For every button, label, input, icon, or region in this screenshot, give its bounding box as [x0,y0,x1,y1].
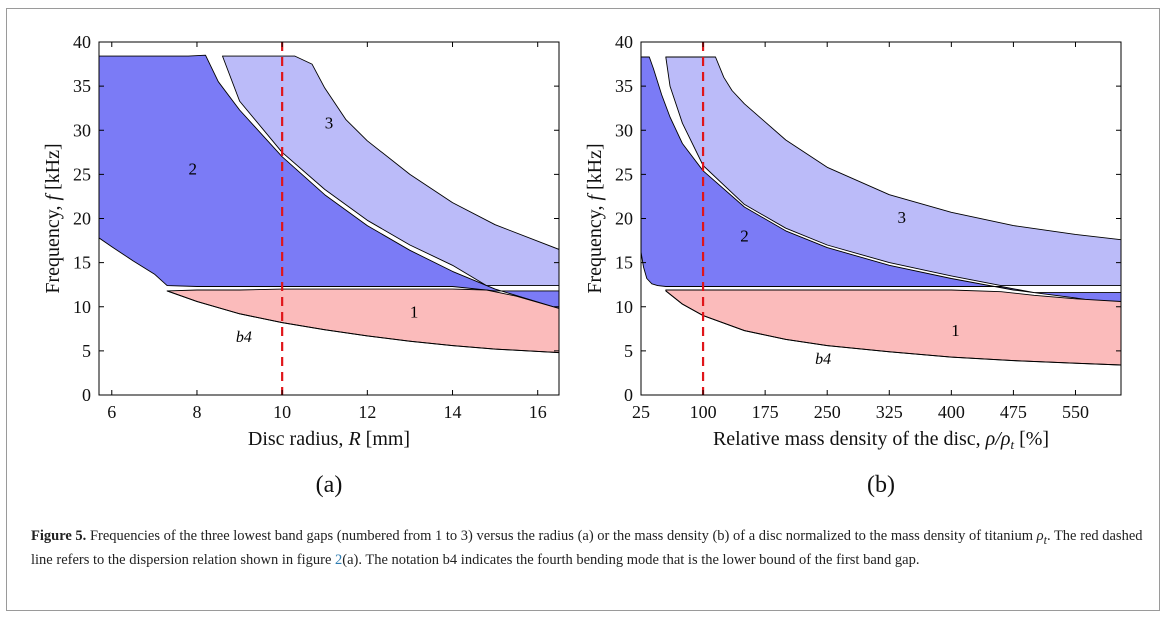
y-tick-label: 15 [73,253,91,273]
x-tick-label: 16 [529,402,547,422]
band-gap-1-label: 1 [410,302,419,321]
y-axis-label-variable: f [584,193,606,201]
caption-rho: ρ [1036,528,1044,544]
b4-curve [665,290,1121,366]
figure-frame: 2 3 1 b4 6 8 10 12 14 16 0 5 10 15 20 25 30 35 40 Disc radi… [6,8,1160,611]
y-tick-label: 10 [73,297,91,317]
x-tick-label: 475 [1000,402,1027,422]
y-tick-label: 35 [73,76,91,96]
x-axis-label-text: Relative mass density of the disc, [713,428,986,450]
y-axis-label: Frequency, f [kHz] [42,143,64,293]
y-tick-label: 35 [615,76,633,96]
y-axis-label-text: Frequency, [42,201,64,294]
x-tick-label: 12 [358,402,376,422]
x-tick-label: 100 [690,402,717,422]
x-tick-label: 250 [814,402,841,422]
y-tick-label: 20 [73,209,91,229]
band-gap-2-label: 2 [740,226,749,245]
x-tick-label: 325 [876,402,903,422]
y-tick-label: 40 [73,32,91,52]
x-axis-label-variable: ρ/ρ [985,428,1011,450]
caption-text-3: (a). The notation b4 indicates the fourt… [342,551,920,568]
x-tick-label: 25 [632,402,650,422]
panel-label: (b) [867,472,895,498]
x-tick-label: 400 [938,402,965,422]
band-gap-2-region [99,54,559,309]
figure-caption: Figure 5. Frequencies of the three lowes… [31,526,1151,570]
panel-label: (a) [316,472,343,498]
x-tick-label: 14 [444,402,462,422]
y-axis-label-unit: [kHz] [42,143,64,195]
y-axis-label: Frequency, f [kHz] [584,143,606,293]
caption-label: Figure 5. [31,528,87,544]
chart-panel-a: 2 3 1 b4 6 8 10 12 14 16 0 5 10 15 20 25 30 35 40 Disc radi… [42,32,560,498]
plot-content-b: 2 3 1 b4 [641,42,1121,395]
y-tick-label: 30 [615,120,633,140]
x-axis-label-variable: R [347,428,360,450]
y-tick-label: 0 [82,385,91,405]
x-axis-label-text: Disc radius, [248,428,349,450]
y-tick-label: 30 [73,120,91,140]
y-axis-label-unit: [kHz] [584,143,606,195]
x-tick-label: 10 [273,402,291,422]
band-gap-3-region [222,55,559,287]
band-gap-2-label: 2 [188,159,197,178]
y-tick-label: 5 [624,341,633,361]
y-tick-label: 25 [73,164,91,184]
x-axis-label: Disc radius, R [mm] [248,428,410,450]
band-gap-3-label: 3 [897,208,906,227]
chart-panel-b: 2 3 1 b4 25 100 175 250 325 400 475 550 0 5 10 15 20 25 30… [584,32,1122,498]
y-axis-label-text: Frequency, [584,201,606,294]
b4-label: b4 [236,329,252,346]
caption-text-2: . The red dashed line refers to the disp… [31,528,1143,568]
y-tick-label: 15 [615,253,633,273]
x-axis-label-unit: [%] [1014,428,1049,450]
y-axis-label-variable: f [42,193,64,201]
y-tick-label: 25 [615,164,633,184]
caption-figure-ref[interactable]: 2 [335,551,343,568]
y-tick-label: 10 [615,297,633,317]
band-gap-2-region [641,56,1121,306]
x-tick-label: 8 [192,402,201,422]
x-tick-label: 6 [107,402,116,422]
y-tick-label: 20 [615,209,633,229]
x-axis-label-unit: [mm] [361,428,410,450]
y-tick-label: 0 [624,385,633,405]
band-gap-3-label: 3 [325,113,334,132]
band-gap-1-label: 1 [951,321,960,340]
y-tick-label: 5 [82,341,91,361]
b4-curve [166,290,559,354]
plot-content-a: 2 3 1 b4 [99,42,559,395]
caption-rho-sub: t [1043,532,1047,547]
x-axis-label-subscript: t [1010,437,1014,452]
caption-text-1: Frequencies of the three lowest band gap… [86,528,1037,544]
x-tick-label: 175 [752,402,779,422]
x-tick-label: 550 [1062,402,1089,422]
band-gap-3-region [665,56,1121,287]
y-tick-label: 40 [615,32,633,52]
x-axis-label: Relative mass density of the disc, ρ/ρt … [713,428,1049,452]
b4-label: b4 [815,351,831,368]
